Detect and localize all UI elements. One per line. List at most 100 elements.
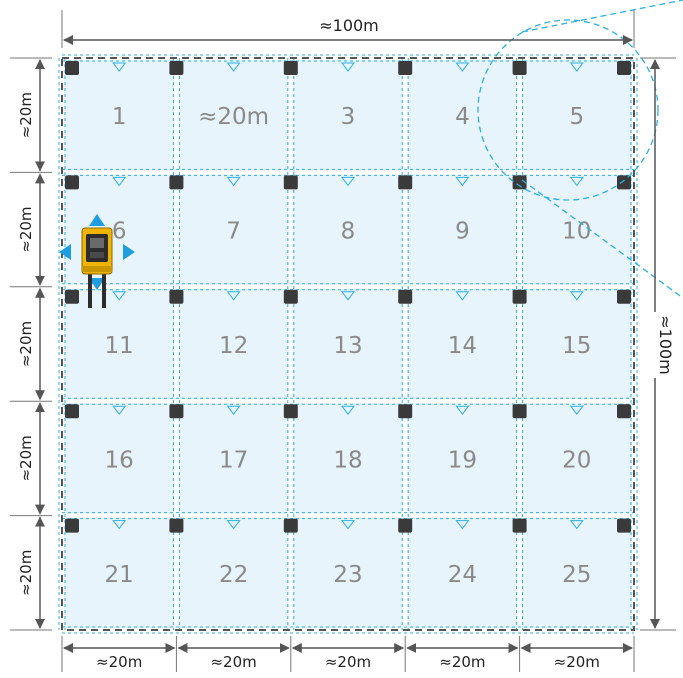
post	[283, 289, 298, 304]
sensor-marker	[455, 291, 470, 301]
post	[283, 61, 298, 75]
grid-cell	[64, 60, 175, 171]
cell-label: 25	[562, 562, 591, 588]
grid-cell	[178, 60, 289, 171]
post	[512, 404, 527, 419]
sensor-marker	[112, 291, 127, 301]
post	[617, 175, 631, 190]
post	[398, 289, 413, 304]
robot-icon	[59, 214, 135, 308]
grid-cell	[407, 174, 518, 285]
cell-label: 8	[341, 219, 356, 245]
cells-layer	[64, 60, 632, 628]
sensor-marker	[341, 405, 355, 416]
sensor-marker	[341, 291, 355, 301]
post	[65, 289, 79, 304]
grid-cell	[521, 60, 632, 171]
post	[65, 518, 79, 533]
left-dimension-label: ≈20m	[17, 550, 35, 596]
post	[512, 518, 527, 533]
post	[65, 61, 79, 75]
bottom-dimension-label: ≈20m	[554, 653, 600, 671]
grid-cell	[521, 288, 632, 400]
sensor-markers-layer	[112, 62, 584, 530]
sensor-marker	[569, 405, 584, 416]
post	[169, 289, 184, 304]
post	[617, 289, 631, 304]
sensor-marker	[341, 62, 355, 72]
cell-label: 9	[455, 219, 470, 245]
cell-label: 5	[569, 104, 584, 130]
sensor-marker	[569, 520, 584, 530]
sensor-marker	[341, 176, 355, 187]
sensor-marker	[226, 62, 241, 72]
grid-cell	[407, 288, 518, 400]
grid-cell	[64, 403, 175, 514]
cell-label: 6	[112, 219, 127, 245]
cell-label: 18	[333, 447, 362, 473]
cell-labels-layer: 1 ≈20m 3 4 5 6 7 8 9 10 11 12 13 14 15 16 17 18 19 20 21 22 23…	[105, 104, 592, 588]
grid-cell	[178, 517, 289, 628]
grid-cell	[292, 174, 404, 285]
bottom-dimension-label: ≈20m	[439, 653, 485, 671]
cell-label: 13	[333, 333, 362, 359]
cell-label: 22	[219, 562, 248, 588]
sensor-marker	[112, 520, 127, 530]
post	[169, 175, 184, 190]
cell-label: 10	[562, 219, 591, 245]
post	[283, 175, 298, 190]
sensor-marker	[226, 291, 241, 301]
cell-label: 24	[448, 562, 477, 588]
grid-cell	[178, 288, 289, 400]
post	[169, 61, 184, 75]
sensor-marker	[226, 405, 241, 416]
post	[283, 404, 298, 419]
grid-cell	[407, 60, 518, 171]
left-dimension-label: ≈20m	[17, 435, 35, 481]
grid-cell	[521, 517, 632, 628]
left-dimension-label: ≈20m	[17, 92, 35, 138]
sensor-marker	[341, 520, 355, 530]
cell-label: 12	[219, 333, 248, 359]
cell-label: 7	[226, 219, 241, 245]
grid-cell	[178, 174, 289, 285]
post	[169, 518, 184, 533]
cell-label: 23	[333, 562, 362, 588]
left-dimension-label: ≈20m	[17, 206, 35, 252]
post	[283, 518, 298, 533]
sensor-marker	[112, 62, 127, 72]
sensor-marker	[455, 405, 470, 416]
sensor-marker	[226, 520, 241, 530]
post	[398, 61, 413, 75]
cell-label: 16	[105, 447, 134, 473]
right-dimension-label: ≈100m	[656, 315, 675, 375]
sensor-marker	[112, 405, 127, 416]
cell-label: 17	[219, 447, 248, 473]
grid-cell	[64, 517, 175, 628]
post	[65, 404, 79, 419]
sensor-marker	[112, 176, 127, 187]
outer-boundary	[61, 57, 635, 631]
grid-cell	[521, 403, 632, 514]
cell-label: 14	[448, 333, 477, 359]
dimension-lines: ≈100m ≈100m ≈20m ≈20m ≈20m ≈20m ≈20m ≈20m ≈20m…	[10, 10, 676, 672]
left-dimension-label: ≈20m	[17, 321, 35, 367]
bottom-dimension-label: ≈20m	[210, 653, 256, 671]
posts-layer	[65, 61, 631, 533]
post	[512, 61, 527, 75]
bottom-dimension-label: ≈20m	[96, 653, 142, 671]
wire-lines-layer	[58, 54, 638, 634]
sensor-marker	[569, 176, 584, 187]
post	[617, 61, 631, 75]
grid-cell	[292, 403, 404, 514]
post	[617, 518, 631, 533]
cell-label: 19	[448, 447, 477, 473]
cell-label: ≈20m	[198, 104, 269, 130]
post	[512, 175, 527, 190]
cell-label: 20	[562, 447, 591, 473]
cell-label: 11	[105, 333, 134, 359]
post	[398, 518, 413, 533]
cell-label: 4	[455, 104, 470, 130]
post	[169, 404, 184, 419]
